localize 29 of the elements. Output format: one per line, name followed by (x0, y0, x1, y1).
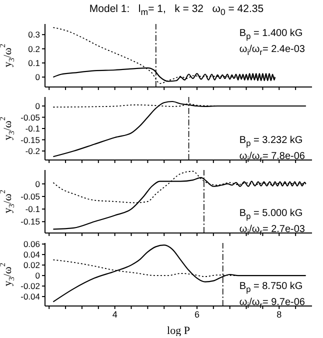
y-tick-label: -0.15 (20, 134, 40, 145)
y-tick-label: 0.06 (23, 239, 40, 250)
y-tick-label: -0.15 (20, 216, 40, 227)
y-tick-label: 0 (35, 101, 40, 112)
y-tick-label: 0.3 (28, 30, 40, 40)
y-tick-label: -0.1 (25, 204, 40, 214)
annotation: B$_{p}$ = 5.000 kG (239, 207, 304, 223)
x-tick-label: 4 (112, 309, 118, 320)
x-axis-title: log P (167, 325, 190, 337)
y-tick-label: -0.1 (25, 124, 40, 134)
annotation: ω$_{i}$/ω$_{r}$= 2.4e-03 (239, 43, 305, 59)
annotation: B$_{p}$ = 8.750 kG (239, 280, 304, 296)
chart-title: Model 1: l$_{m}$= 1, k = 32 ω$_{0}$ = 42.35 (88, 2, 265, 18)
annotation: B$_{p}$ = 1.400 kG (239, 27, 304, 43)
x-tick-label: 8 (276, 309, 282, 320)
y-tick-label: 0.04 (23, 250, 40, 260)
y-tick-label: -0.04 (20, 292, 40, 302)
y-tick-label: -0.05 (20, 191, 40, 202)
y-tick-label: 0.2 (28, 44, 40, 54)
annotation: B$_{p}$ = 3.232 kG (239, 134, 304, 150)
y-tick-label: -0.02 (20, 281, 40, 292)
y-tick-label: 0 (35, 178, 40, 189)
y-tick-label: 0.02 (23, 260, 40, 270)
y-tick-label: -0.05 (20, 112, 40, 122)
y-tick-label: 0 (35, 270, 40, 281)
y-tick-label: 0 (35, 72, 40, 82)
x-tick-label: 6 (194, 309, 200, 320)
y-tick-label: -0.2 (25, 146, 40, 156)
y-tick-label: 0.1 (28, 58, 40, 68)
